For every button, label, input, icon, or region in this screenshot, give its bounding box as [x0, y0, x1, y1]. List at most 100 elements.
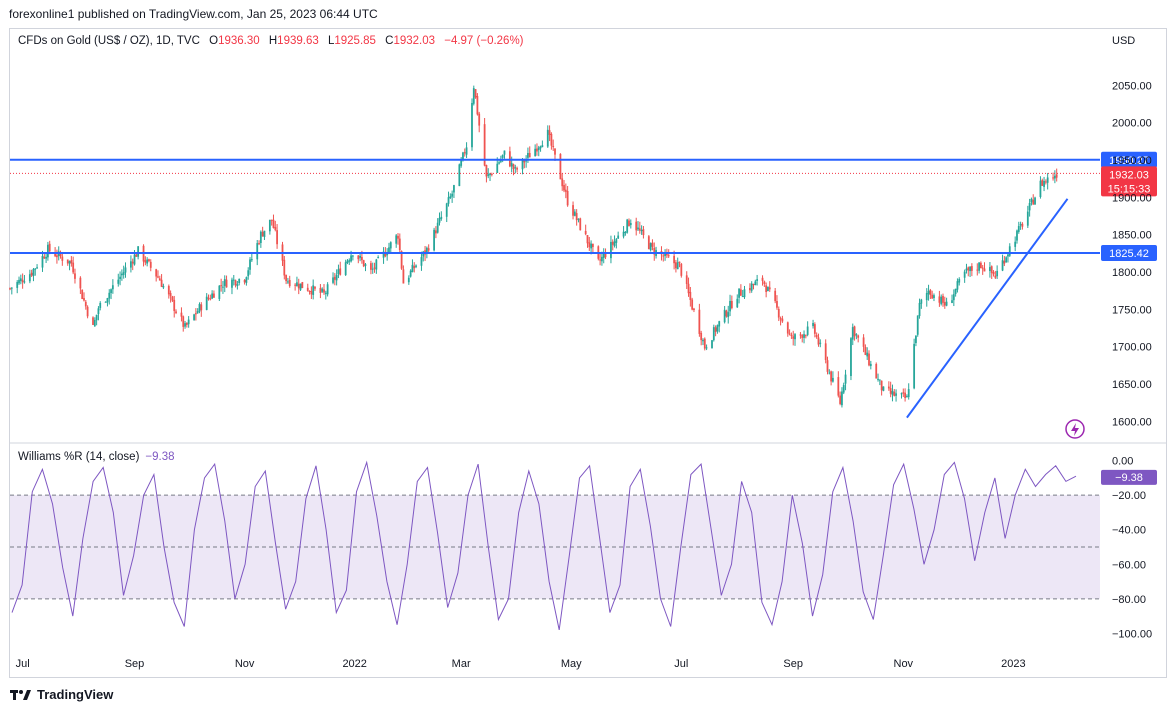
candle-body — [857, 335, 860, 338]
candle-body — [662, 255, 665, 257]
candle-body — [878, 379, 881, 381]
candle-body — [806, 326, 809, 335]
candle-body — [844, 374, 847, 384]
wr-axis-tick-label: −20.00 — [1112, 490, 1146, 502]
candle-body — [476, 96, 479, 115]
candle-body — [288, 280, 291, 287]
candle-body — [996, 270, 999, 277]
candle-body — [375, 259, 378, 270]
candle-body — [238, 278, 241, 284]
candle-body — [146, 259, 149, 264]
candle-body — [891, 390, 894, 395]
indicator-label[interactable]: Williams %R (14, close) — [18, 451, 140, 463]
candle-body — [28, 274, 31, 282]
candle-body — [209, 298, 212, 300]
candle-body — [1034, 197, 1036, 205]
price-legend: CFDs on Gold (US$ / OZ), 1D, TVC O1936.3… — [18, 35, 524, 47]
candle-body — [81, 289, 84, 299]
candle-body — [23, 281, 26, 283]
candle-body — [364, 264, 367, 266]
candle-body — [850, 338, 852, 377]
candle-body — [200, 304, 203, 311]
time-axis-tick-label: Mar — [452, 658, 471, 670]
candle-body — [395, 235, 398, 244]
candle-body — [371, 268, 374, 270]
candle-body — [483, 124, 486, 166]
high-key: H — [268, 35, 278, 47]
candle-body — [756, 279, 759, 281]
candle-body — [388, 247, 390, 254]
candle-body — [976, 269, 979, 271]
candle-body — [527, 153, 529, 158]
symbol-label[interactable]: CFDs on Gold (US$ / OZ), 1D, TVC — [18, 35, 200, 47]
footer-brand[interactable]: TradingView — [10, 687, 113, 702]
candle-body — [920, 299, 923, 304]
candle-body — [685, 275, 688, 284]
time-axis-tick-label: Nov — [235, 658, 255, 670]
candle-body — [106, 298, 109, 303]
candle-body — [913, 343, 916, 389]
candle-body — [272, 219, 275, 228]
candle-body — [615, 239, 618, 243]
candle-body — [135, 254, 138, 257]
low-value: 1925.85 — [334, 35, 376, 47]
candle-body — [104, 301, 107, 303]
candle-body — [830, 371, 833, 382]
price-axis-tick-label: 1800.00 — [1112, 267, 1152, 279]
candle-body — [97, 308, 100, 315]
candle-body — [779, 318, 782, 320]
time-axis-tick-label: 2022 — [342, 658, 366, 670]
candle-body — [346, 260, 349, 263]
candle-body — [427, 248, 430, 251]
candle-body — [642, 229, 645, 236]
candle-body — [550, 133, 553, 146]
candle-body — [584, 230, 587, 235]
candle-body — [409, 270, 412, 277]
candle-body — [361, 256, 363, 261]
high-value: 1939.63 — [277, 35, 319, 47]
candle-body — [339, 268, 342, 275]
candle-body — [72, 262, 75, 273]
candle-body — [790, 334, 793, 337]
candle-body — [184, 323, 186, 327]
candle-body — [803, 334, 805, 338]
candle-body — [539, 146, 542, 149]
candle-body — [301, 282, 304, 289]
candle-body — [258, 243, 260, 245]
candle-body — [1046, 177, 1049, 183]
candle-body — [563, 185, 565, 191]
indicator-legend: Williams %R (14, close) −9.38 — [18, 451, 175, 463]
candle-body — [110, 289, 112, 294]
candle-body — [70, 259, 73, 264]
chart-container[interactable] — [9, 28, 1167, 678]
candle-body — [56, 255, 58, 258]
candle-body — [117, 279, 120, 284]
candle-body — [951, 300, 953, 303]
candle-body — [958, 279, 961, 283]
candle-body — [16, 282, 19, 288]
tradingview-logo-icon — [10, 689, 31, 700]
candle-body — [777, 309, 780, 318]
time-axis-tick-label: Nov — [894, 658, 914, 670]
candle-body — [474, 89, 477, 98]
candle-body — [487, 174, 490, 176]
candle-body — [149, 261, 152, 268]
candle-body — [994, 275, 997, 278]
price-axis-tick-label: 1600.00 — [1112, 416, 1152, 428]
price-axis-tick-label: 1650.00 — [1112, 379, 1152, 391]
candle-body — [299, 283, 302, 290]
candle-body — [992, 272, 995, 275]
candle-body — [312, 285, 315, 295]
candle-body — [548, 130, 551, 135]
candle-body — [122, 272, 125, 275]
price-axis-tick-label: 1700.00 — [1112, 342, 1152, 354]
candle-body — [743, 289, 746, 298]
candle-body — [1016, 230, 1018, 241]
flash-icon — [1065, 419, 1085, 439]
candle-body — [259, 231, 262, 244]
candle-body — [815, 334, 818, 338]
candle-body — [750, 283, 753, 291]
level-tag — [1101, 245, 1157, 262]
candle-body — [32, 269, 35, 276]
